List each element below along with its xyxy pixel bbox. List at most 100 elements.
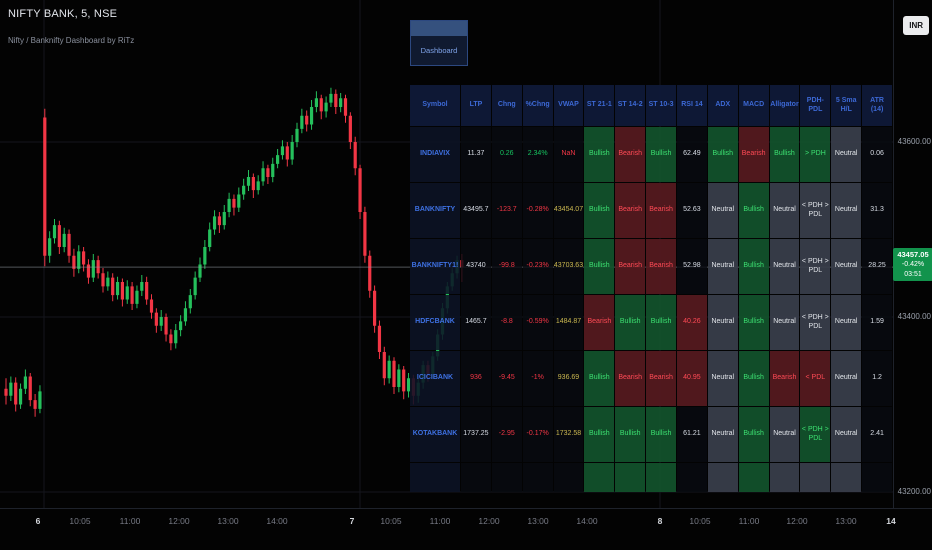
time-axis-label: 11:00 bbox=[738, 516, 760, 526]
chart-legend: NIFTY BANK, 5, NSE Nifty / Banknifty Das… bbox=[8, 8, 134, 45]
price-axis[interactable]: 43457.05 -0.42% 03:51 43600.00 43400.00 43… bbox=[893, 0, 932, 508]
value-cell: 936 bbox=[461, 351, 491, 406]
value-cell: -9.45 bbox=[491, 351, 522, 406]
value-cell bbox=[646, 463, 676, 492]
value-cell: < PDL bbox=[800, 351, 831, 406]
column-header: LTP bbox=[461, 85, 491, 126]
last-price: 43457.05 bbox=[897, 250, 929, 260]
column-header: Chng bbox=[491, 85, 522, 126]
time-axis-label: 12:00 bbox=[786, 516, 808, 526]
value-cell bbox=[831, 463, 862, 492]
value-cell bbox=[769, 463, 800, 492]
value-cell: < PDH > PDL bbox=[800, 295, 831, 350]
time-axis-label: 6 bbox=[35, 516, 41, 526]
symbol-cell[interactable] bbox=[410, 463, 460, 492]
table-row: HDFCBANK 1465.7 -8.8 -0.59% 1484.87 Bearish Bu… bbox=[410, 295, 892, 350]
value-cell: Bullish bbox=[769, 127, 800, 182]
value-cell bbox=[584, 463, 615, 492]
price-axis-label: 43400.00 bbox=[897, 312, 931, 321]
value-cell: Bullish bbox=[615, 407, 646, 462]
last-price-badge: 43457.05 -0.42% 03:51 bbox=[893, 248, 932, 282]
value-cell: Bearish bbox=[615, 127, 646, 182]
column-header: MACD bbox=[738, 85, 769, 126]
indicator-title[interactable]: Nifty / Banknifty Dashboard by RiTz bbox=[8, 36, 135, 45]
symbol-cell[interactable]: HDFCBANK bbox=[410, 295, 460, 350]
time-axis-label: 14 bbox=[886, 516, 896, 526]
symbol-title[interactable]: NIFTY BANK, 5, NSE bbox=[8, 8, 118, 20]
value-cell: Bearish bbox=[615, 183, 646, 238]
value-cell: Bullish bbox=[584, 351, 615, 406]
symbol-cell[interactable]: KOTAKBANK bbox=[410, 407, 460, 462]
value-cell: Bearish bbox=[584, 295, 615, 350]
value-cell: < PDH > PDL bbox=[800, 239, 831, 294]
value-cell: Neutral bbox=[707, 407, 738, 462]
column-header: VWAP bbox=[553, 85, 584, 126]
time-axis-label: 10:05 bbox=[689, 516, 711, 526]
value-cell bbox=[615, 463, 646, 492]
column-header: PDH-PDL bbox=[800, 85, 831, 126]
symbol-cell[interactable]: INDIAVIX bbox=[410, 127, 460, 182]
value-cell: Neutral bbox=[769, 295, 800, 350]
value-cell: 52.98 bbox=[677, 239, 707, 294]
time-axis-label: 14:00 bbox=[576, 516, 598, 526]
value-cell bbox=[553, 463, 584, 492]
value-cell: 1732.58 bbox=[553, 407, 584, 462]
value-cell: Neutral bbox=[707, 351, 738, 406]
column-header: ATR (14) bbox=[862, 85, 892, 126]
column-header: ST 10-3 bbox=[646, 85, 676, 126]
currency-button[interactable]: INR bbox=[903, 16, 929, 35]
symbol-cell[interactable]: BANKNIFTY bbox=[410, 183, 460, 238]
value-cell: NaN bbox=[553, 127, 584, 182]
value-cell: Bearish bbox=[615, 239, 646, 294]
value-cell: Neutral bbox=[831, 183, 862, 238]
column-header: ADX bbox=[707, 85, 738, 126]
column-header: ST 21-1 bbox=[584, 85, 615, 126]
column-header: RSI 14 bbox=[677, 85, 707, 126]
value-cell bbox=[707, 463, 738, 492]
time-axis-label: 11:00 bbox=[119, 516, 141, 526]
table-row bbox=[410, 463, 892, 492]
value-cell: 40.26 bbox=[677, 295, 707, 350]
value-cell: Bullish bbox=[738, 239, 769, 294]
value-cell: -2.95 bbox=[491, 407, 522, 462]
value-cell: 31.3 bbox=[862, 183, 892, 238]
value-cell: Bearish bbox=[646, 239, 676, 294]
dashboard-tab-strip bbox=[411, 21, 467, 36]
table-row: BANKNIFTY1! 43740 -99.8 -0.23% 43703.63 Bulli… bbox=[410, 239, 892, 294]
table-row: INDIAVIX 11.37 0.26 2.34% NaN Bullish Bearish B… bbox=[410, 127, 892, 182]
value-cell: 1.59 bbox=[862, 295, 892, 350]
value-cell: Bullish bbox=[584, 183, 615, 238]
value-cell: Bearish bbox=[615, 351, 646, 406]
time-axis[interactable]: 6 10:05 11:00 12:00 13:00 14:00 7 10:05 11:00 12:… bbox=[0, 508, 932, 550]
time-axis-label: 14:00 bbox=[266, 516, 288, 526]
time-axis-label: 10:05 bbox=[69, 516, 91, 526]
value-cell: 52.63 bbox=[677, 183, 707, 238]
value-cell bbox=[522, 463, 553, 492]
symbol-cell[interactable]: ICICIBANK bbox=[410, 351, 460, 406]
value-cell: -0.59% bbox=[522, 295, 553, 350]
column-header: 5 Sma H/L bbox=[831, 85, 862, 126]
value-cell bbox=[461, 463, 491, 492]
time-axis-label: 13:00 bbox=[835, 516, 857, 526]
column-header: Symbol bbox=[410, 85, 460, 126]
value-cell: -1% bbox=[522, 351, 553, 406]
time-axis-label: 10:05 bbox=[380, 516, 402, 526]
symbol-cell[interactable]: BANKNIFTY1! bbox=[410, 239, 460, 294]
value-cell: 2.34% bbox=[522, 127, 553, 182]
value-cell: Neutral bbox=[831, 407, 862, 462]
value-cell: Bearish bbox=[646, 351, 676, 406]
value-cell bbox=[800, 463, 831, 492]
value-cell: 0.06 bbox=[862, 127, 892, 182]
time-axis-label: 8 bbox=[657, 516, 663, 526]
value-cell: Neutral bbox=[831, 351, 862, 406]
value-cell: 43454.07 bbox=[553, 183, 584, 238]
table-row: BANKNIFTY 43495.7 -123.7 -0.28% 43454.07 Bull… bbox=[410, 183, 892, 238]
value-cell: Bullish bbox=[584, 239, 615, 294]
column-header: ST 14-2 bbox=[615, 85, 646, 126]
dashboard-tab[interactable]: Dashboard bbox=[410, 20, 468, 66]
value-cell: Bullish bbox=[646, 127, 676, 182]
value-cell: Bullish bbox=[646, 295, 676, 350]
dashboard-panel: Dashboard Symbol LTP Chng %Chng VWAP ST 21-1 S… bbox=[410, 20, 892, 492]
time-axis-label: 11:00 bbox=[429, 516, 451, 526]
value-cell: 61.21 bbox=[677, 407, 707, 462]
